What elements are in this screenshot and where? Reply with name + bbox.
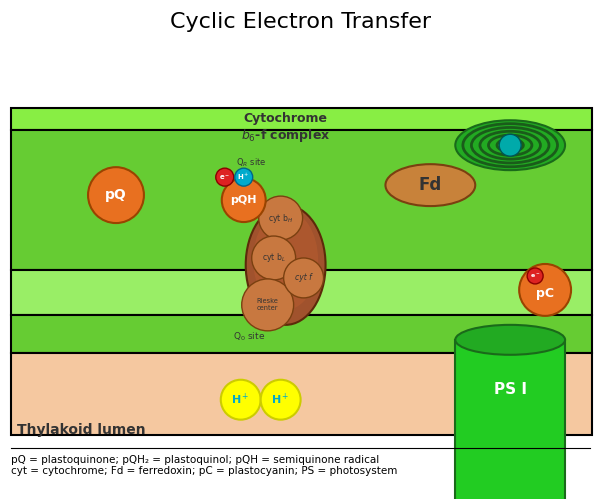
Circle shape	[222, 178, 266, 222]
Text: e$^-$: e$^-$	[530, 272, 541, 280]
Text: cyt b$_L$: cyt b$_L$	[262, 252, 286, 264]
Text: $b_6$-f complex: $b_6$-f complex	[241, 126, 331, 144]
Text: pC: pC	[536, 288, 554, 300]
Circle shape	[252, 236, 296, 280]
Text: Rieske
center: Rieske center	[257, 298, 278, 312]
Circle shape	[284, 258, 323, 298]
Ellipse shape	[246, 205, 326, 325]
Text: H$^+$: H$^+$	[271, 392, 290, 407]
Text: PS I: PS I	[494, 382, 527, 397]
Text: Fd: Fd	[419, 176, 442, 194]
Text: cyt b$_H$: cyt b$_H$	[268, 212, 293, 224]
Bar	[11, 270, 592, 315]
Bar	[455, 340, 565, 500]
Bar	[11, 315, 592, 353]
Ellipse shape	[385, 164, 475, 206]
Text: pQ = plastoquinone; pQH₂ = plastoquinol; pQH = semiquinone radical
cyt = cytochr: pQ = plastoquinone; pQH₂ = plastoquinol;…	[11, 454, 398, 476]
Bar	[11, 353, 592, 434]
Circle shape	[499, 134, 521, 156]
Ellipse shape	[253, 210, 318, 310]
Text: H$^+$: H$^+$	[232, 392, 250, 407]
Circle shape	[260, 380, 301, 420]
Circle shape	[242, 279, 293, 331]
Bar	[11, 130, 592, 270]
Ellipse shape	[455, 325, 565, 355]
Circle shape	[527, 268, 543, 284]
Circle shape	[88, 167, 144, 223]
Circle shape	[235, 168, 253, 186]
Text: H$^+$: H$^+$	[238, 172, 250, 182]
Text: Cytochrome: Cytochrome	[244, 112, 328, 125]
Text: Thylakoid lumen: Thylakoid lumen	[17, 422, 145, 436]
Text: e$^-$: e$^-$	[219, 172, 230, 182]
Text: Cyclic Electron Transfer: Cyclic Electron Transfer	[170, 12, 431, 32]
Text: pQH: pQH	[230, 195, 257, 205]
Circle shape	[216, 168, 234, 186]
Text: pQ: pQ	[105, 188, 127, 202]
Circle shape	[519, 264, 571, 316]
Text: Q$_R$ site: Q$_R$ site	[236, 157, 266, 170]
Circle shape	[259, 196, 302, 240]
Text: Q$_0$ site: Q$_0$ site	[233, 330, 265, 343]
Circle shape	[221, 380, 260, 420]
Ellipse shape	[455, 120, 565, 170]
Bar	[11, 108, 592, 130]
Text: cyt f: cyt f	[295, 274, 312, 282]
